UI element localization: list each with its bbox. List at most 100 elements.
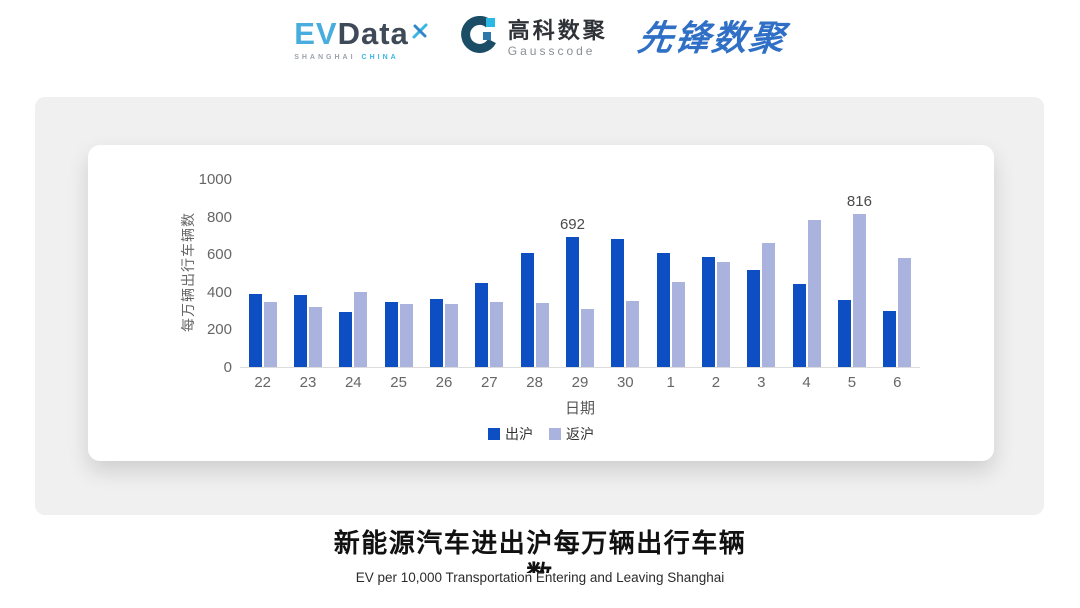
bar-返沪-28 — [535, 303, 549, 367]
bar-出沪-6 — [883, 310, 897, 367]
bar-返沪-24 — [354, 292, 368, 367]
bar-出沪-1 — [656, 252, 670, 367]
evdata-wordmark: EV Data — [294, 15, 429, 51]
legend-swatch — [488, 428, 500, 440]
bar-出沪-26 — [429, 299, 443, 367]
gausscode-en-text: Gausscode — [507, 44, 596, 58]
bar-返沪-3 — [762, 243, 776, 367]
bar-group-6 — [875, 180, 920, 367]
x-tick-label: 24 — [344, 374, 362, 391]
bar-出沪-22 — [248, 293, 262, 367]
x-tick-label: 26 — [435, 374, 453, 391]
bar-出沪-23 — [293, 295, 307, 367]
gausscode-mark-icon — [459, 15, 499, 61]
y-tick-label: 1000 — [198, 171, 232, 188]
chart-panel: 每万辆出行车辆数 0 200 400 600 800 1000 692 816 22 23 24… — [35, 97, 1044, 515]
y-tick-label: 400 — [206, 283, 232, 301]
y-tick-label: 200 — [206, 321, 232, 339]
bar-group-24 — [331, 180, 376, 367]
bar-返沪-4 — [807, 220, 821, 367]
y-tick-label: 600 — [206, 246, 232, 264]
bar-返沪-6 — [898, 257, 912, 367]
bar-出沪-2 — [701, 256, 715, 367]
bar-返沪-5: 816 — [847, 193, 872, 367]
page-title: 新能源汽车进出沪每万辆出行车辆数 — [333, 528, 747, 573]
evdata-china-text: CHINA — [361, 53, 399, 61]
page-subtitle: EV per 10,000 Transportation Entering an… — [355, 570, 725, 585]
bar-group-25 — [376, 180, 421, 367]
header-logos: EV Data SHANGHAI CHINA — [0, 15, 1080, 61]
bar-group-30 — [603, 180, 648, 367]
bar-出沪-25 — [384, 302, 398, 367]
x-tick-label: 23 — [299, 374, 317, 391]
bar-出沪-30 — [611, 239, 625, 367]
bar-group-22 — [240, 180, 285, 367]
evdata-subtext: SHANGHAI CHINA — [294, 54, 429, 61]
x-tick-label: 4 — [802, 374, 811, 391]
bar-返沪-1 — [671, 282, 685, 367]
bar-group-29: 692 — [557, 180, 602, 367]
y-axis-ticks: 0 200 400 600 800 1000 — [184, 171, 232, 376]
bar-出沪-27 — [475, 283, 489, 367]
x-axis-title: 日期 — [564, 400, 595, 417]
bar-出沪-5 — [837, 299, 851, 367]
x-tick-label: 22 — [254, 374, 271, 391]
x-tick-label: 2 — [711, 374, 721, 391]
x-tick-label: 6 — [893, 374, 902, 391]
bar-group-27 — [467, 180, 512, 367]
evdata-data-text: Data — [337, 15, 409, 51]
evdata-shanghai-text: SHANGHAI — [294, 53, 356, 61]
x-tick-label: 1 — [666, 374, 675, 391]
x-tick-label: 28 — [526, 374, 543, 391]
chart-card: 每万辆出行车辆数 0 200 400 600 800 1000 692 816 22 23 24… — [88, 145, 994, 461]
bar-出沪-28 — [520, 253, 534, 367]
evdata-star-icon — [411, 13, 429, 47]
bar-group-2 — [693, 180, 738, 367]
plot-area: 692 816 — [240, 180, 920, 368]
bar-出沪-24 — [339, 311, 353, 367]
x-tick-label: 29 — [571, 374, 589, 391]
bar-group-1 — [648, 180, 693, 367]
x-tick-label: 27 — [480, 374, 498, 391]
y-tick-label: 0 — [223, 359, 232, 376]
legend-item-出沪: 出沪 — [488, 424, 533, 444]
gausscode-text: 高科数聚 Gausscode — [507, 18, 608, 59]
bar-返沪-26 — [444, 304, 458, 367]
bar-出沪-3 — [747, 270, 761, 367]
bar-返沪-2 — [716, 261, 730, 367]
x-tick-label: 5 — [847, 374, 857, 391]
legend-label: 出沪 — [505, 426, 533, 442]
bar-group-23 — [285, 180, 330, 367]
bar-group-5: 816 — [829, 180, 874, 367]
bar-group-3 — [739, 180, 784, 367]
bar-出沪-4 — [792, 284, 806, 367]
bar-value-label: 692 — [559, 215, 585, 233]
bar-value-label: 816 — [846, 192, 872, 210]
bar-出沪-29: 692 — [560, 216, 585, 367]
x-tick-label: 3 — [757, 374, 766, 391]
evdata-ev-text: EV — [294, 15, 338, 51]
x-tick-label: 30 — [616, 374, 634, 391]
bar-返沪-29 — [580, 308, 594, 367]
legend-swatch — [549, 428, 561, 440]
bar-返沪-22 — [263, 302, 277, 367]
evdata-logo: EV Data SHANGHAI CHINA — [294, 15, 429, 61]
bar-返沪-25 — [399, 303, 413, 367]
x-axis-labels: 22 23 24 25 26 27 28 29 30 1 2 3 4 5 6 — [240, 374, 920, 391]
bar-返沪-30 — [626, 300, 640, 367]
chart-legend: 出沪 返沪 — [88, 424, 994, 444]
gausscode-logo: 高科数聚 Gausscode — [459, 15, 608, 61]
legend-label: 返沪 — [566, 426, 594, 442]
legend-item-返沪: 返沪 — [549, 424, 594, 444]
y-tick-label: 800 — [206, 208, 232, 226]
x-tick-label: 25 — [390, 374, 407, 391]
bar-groups: 692 816 — [240, 180, 920, 367]
bar-group-4 — [784, 180, 829, 367]
bar-group-26 — [421, 180, 466, 367]
bar-返沪-23 — [308, 307, 322, 367]
gausscode-cn-text: 高科数聚 — [507, 18, 608, 43]
bar-返沪-27 — [490, 302, 504, 367]
bar-group-28 — [512, 180, 557, 367]
xianfeng-logo: 先锋数聚 — [635, 18, 789, 58]
